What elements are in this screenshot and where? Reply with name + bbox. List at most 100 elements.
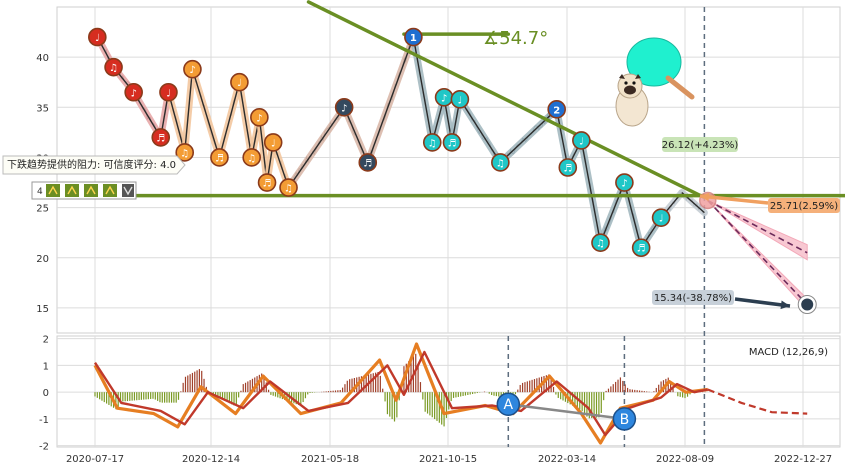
price-swing-line — [167, 92, 186, 153]
downtrend-resistance-line — [306, 0, 707, 200]
swing-marker: ♬ — [442, 133, 462, 152]
macd-title: MACD (12,26,9) — [749, 347, 828, 358]
x-tick-label: 2022-08-09 — [656, 454, 714, 465]
target-arrow-orange — [699, 194, 769, 205]
note-icon: ♩ — [579, 136, 584, 147]
macd-y-tick-label: 2 — [43, 335, 49, 346]
price-y-tick-label: 25 — [36, 204, 49, 215]
swing-marker-badge — [591, 233, 610, 253]
swing-marker-badge — [242, 148, 261, 167]
swing-marker: ♫ — [591, 233, 610, 253]
price-swing-line — [343, 107, 369, 163]
swing-marker: ♫ — [104, 57, 123, 77]
projection-dashed-upper — [707, 199, 808, 254]
note-icon: ♪ — [256, 113, 262, 124]
note-icon: ♪ — [621, 179, 627, 190]
resistance-value-label-text: 26.12(+4.23%) — [662, 140, 739, 151]
note-icon: ♫ — [247, 153, 256, 164]
price-swing-line — [238, 82, 253, 158]
swing-marker-badge — [183, 59, 202, 79]
target-dark-label-text: 15.34(-38.78%) — [654, 293, 732, 304]
swing-marker: 2 — [547, 100, 566, 119]
resistance-value-label: 26.12(+4.23%) — [662, 137, 739, 152]
swing-marker: ♪ — [434, 87, 454, 107]
target-arrow-dark — [734, 297, 791, 308]
price-swing-line — [599, 182, 626, 243]
note-icon: ♬ — [363, 158, 372, 169]
swing-marker: ♪ — [124, 82, 143, 102]
divergence-marker-badge — [496, 392, 521, 416]
swing-marker-badge — [104, 57, 123, 77]
price-y-tick-label: 20 — [36, 254, 49, 265]
note-icon: ♩ — [458, 95, 463, 106]
note-icon: ♬ — [447, 138, 456, 149]
swing-marker: ♩ — [450, 89, 470, 109]
target-arrow-orange-head — [700, 192, 710, 202]
note-icon: ♩ — [166, 88, 171, 99]
paddle-head — [626, 37, 682, 87]
divergence-marker-label: B — [620, 412, 630, 428]
paddle-handle — [665, 75, 695, 100]
swing-marker: 1 — [404, 27, 423, 47]
swing-marker-badge — [334, 98, 354, 117]
swing-marker: ♩ — [159, 82, 178, 102]
note-icon: ♫ — [496, 158, 505, 169]
target-dot — [801, 298, 814, 311]
price-grid — [57, 7, 840, 333]
x-tick-label: 2022-12-27 — [774, 454, 832, 465]
swing-marker-badge — [651, 208, 671, 227]
price-swing-line — [623, 182, 642, 248]
note-icon: ♪ — [189, 65, 195, 76]
macd-y-tick-label: -1 — [39, 415, 49, 426]
swing-marker-badge — [175, 143, 195, 162]
swing-marker-badge — [151, 128, 171, 147]
resistance-callout-box — [2, 155, 186, 175]
price-swing-line — [184, 69, 194, 153]
swing-marker: ♩ — [572, 131, 591, 150]
note-icon: ♫ — [180, 148, 189, 159]
pug-eye — [624, 81, 628, 85]
pug-ear — [635, 74, 641, 79]
note-icon: ♩ — [95, 33, 100, 44]
macd-y-tick-label: 1 — [43, 361, 49, 372]
swing-marker: ♬ — [151, 128, 171, 147]
price-swing-line — [555, 109, 569, 168]
note-icon: ♪ — [441, 93, 447, 104]
signal-line — [93, 350, 709, 437]
x-tick-label: 2022-03-14 — [538, 454, 596, 465]
price-swing-line — [367, 36, 415, 163]
swing-marker-badge — [257, 173, 277, 192]
note-icon: ♫ — [109, 63, 118, 74]
swing-marker-badge — [422, 133, 442, 152]
swing-marker-badge — [491, 153, 510, 172]
divergence-marker-label: A — [504, 397, 514, 413]
divergence-marker-badge — [612, 407, 637, 431]
note-icon: ♬ — [263, 179, 272, 190]
swing-marker: ♩ — [651, 208, 671, 227]
pug-mascot-icon — [615, 37, 695, 127]
swing-marker-badge — [250, 108, 269, 127]
swing-marker: ♬ — [631, 238, 651, 258]
note-icon: ♫ — [428, 138, 437, 149]
note-icon: ♬ — [637, 244, 646, 255]
swing-marker-badge — [230, 72, 249, 92]
macd-y-tick-label: 0 — [43, 388, 49, 399]
pug-muzzle — [624, 85, 636, 95]
x-tick-label: 2021-10-15 — [419, 454, 477, 465]
target-dark-label: 15.34(-38.78%) — [652, 290, 734, 305]
note-icon: ♩ — [271, 138, 276, 149]
x-tick-label: 2021-05-18 — [301, 454, 359, 465]
target-dark-label-box — [652, 290, 734, 305]
swing-marker-badge — [442, 133, 462, 152]
wave-number-label: 2 — [553, 105, 560, 116]
swing-marker-badge — [358, 153, 378, 172]
swing-marker-badge — [450, 89, 470, 109]
bull-icon-horns — [67, 185, 77, 195]
swing-marker: ♩ — [230, 72, 249, 92]
swing-marker-badge — [88, 27, 107, 47]
price-y-tick-label: 40 — [36, 53, 49, 64]
swing-marker: ♫ — [175, 143, 195, 162]
macd-y-tick-label: -2 — [39, 442, 49, 453]
